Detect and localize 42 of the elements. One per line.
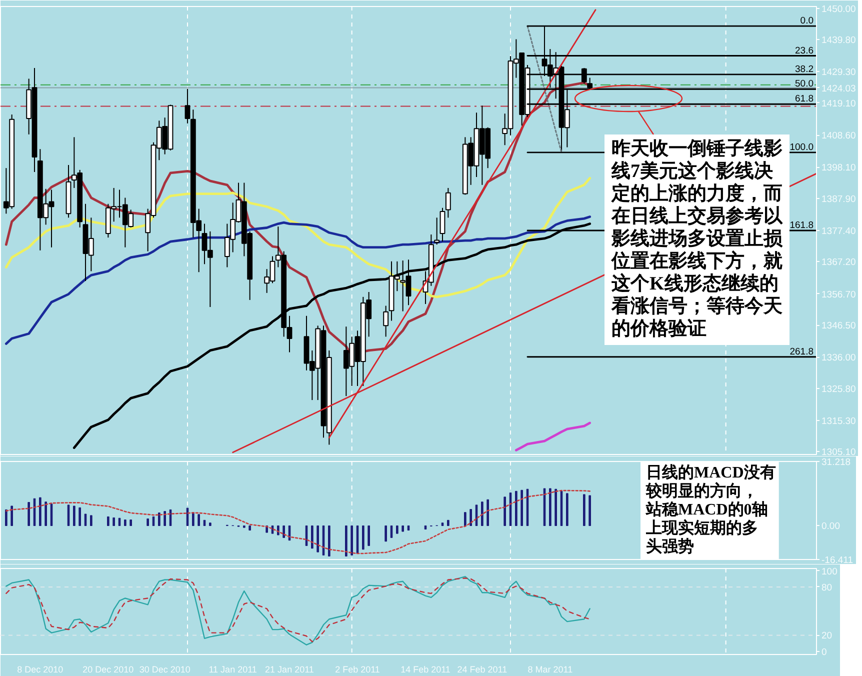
series-label: 261.8	[790, 346, 814, 358]
series-label: 100.0	[790, 142, 814, 153]
y-tick-label: 1315.30	[822, 416, 856, 428]
y-tick-label: 1387.90	[822, 194, 856, 205]
x-tick-label: 8 Mar 2011	[528, 664, 573, 674]
y-tick-label: 100	[822, 566, 838, 578]
y-tick-label: 1356.70	[822, 289, 856, 300]
y-tick-label: -16.411	[822, 555, 854, 566]
y-tick-label: 1429.30	[822, 67, 856, 78]
y-tick-label: 1450.00	[822, 4, 856, 15]
series-label: 38.2	[795, 64, 814, 75]
y-tick-label: 1325.80	[822, 384, 856, 395]
series-label: 161.8	[790, 220, 814, 231]
x-tick-label: 2 Feb 2011	[335, 664, 380, 674]
x-tick-label: 20 Dec 2010	[82, 664, 134, 674]
y-tick-label: 1346.50	[822, 320, 856, 332]
x-tick-label: 24 Feb 2011	[457, 664, 508, 674]
x-tick-label: 21 Jan 2011	[265, 664, 314, 674]
y-tick-label: 0.00	[822, 521, 840, 532]
y-tick-label: 20	[822, 630, 832, 642]
y-tick-label: 1336.00	[822, 352, 856, 364]
x-tick-label: 30 Dec 2010	[139, 664, 190, 674]
series-label: 0.0	[800, 16, 814, 27]
y-tick-label: 80	[822, 582, 832, 594]
y-tick-label: 1424.03	[822, 83, 856, 94]
y-tick-label: 31.218	[822, 457, 851, 468]
y-tick-label: 1305.10	[822, 447, 856, 458]
y-tick-label: 1367.20	[822, 257, 856, 268]
y-tick-label: 1377.40	[822, 226, 856, 237]
text: 昨天收一倒锤子线影线7美元这个影线决定的上涨的力度，而在日线上交易参考以影线进场多设置止损位置在影线下方，就这个K线形态继续的看涨信号；等待今天的价格验证	[612, 138, 782, 340]
x-tick-label: 11 Jan 2011	[208, 664, 257, 674]
y-tick-label: 1439.80	[822, 35, 856, 46]
y-tick-label: 1419.10	[822, 98, 856, 110]
y-tick-label: 0	[822, 646, 827, 658]
series-label: 50.0	[795, 78, 814, 90]
annotation: 日线的MACD没有较明显的方向，站稳MACD的0轴上现实短期的多头强势	[645, 464, 776, 556]
y-tick-label: 1398.10	[822, 162, 856, 174]
y-tick-label: 1408.60	[822, 130, 856, 142]
x-tick-label: 14 Feb 2011	[400, 664, 450, 674]
x-tick-label: 8 Dec 2010	[17, 664, 64, 674]
series-label: 61.8	[795, 94, 814, 105]
series-label: 23.6	[795, 45, 814, 56]
